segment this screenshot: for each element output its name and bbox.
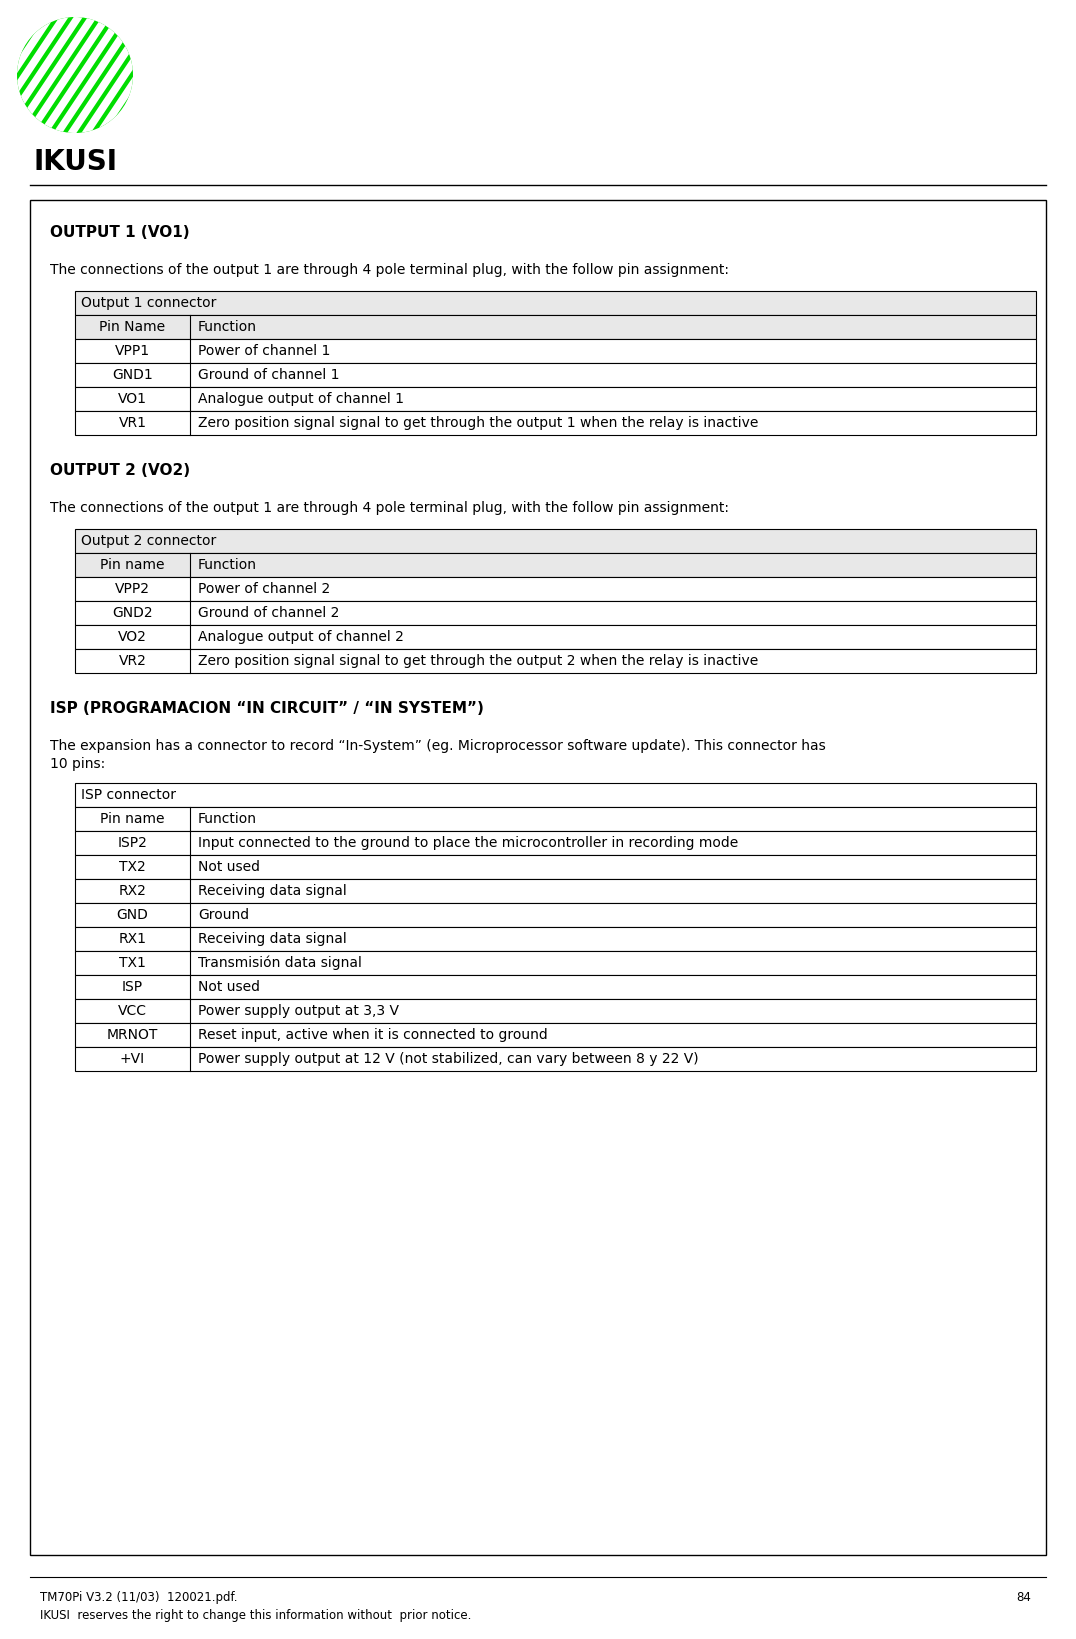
Text: GND1: GND1 [112, 369, 153, 382]
Text: IKUSI: IKUSI [33, 148, 117, 175]
Text: +VI: +VI [119, 1052, 145, 1065]
Text: Analogue output of channel 1: Analogue output of channel 1 [198, 392, 404, 406]
Text: Power of channel 1: Power of channel 1 [198, 344, 330, 357]
Text: VR1: VR1 [118, 416, 146, 429]
Text: Transmisión data signal: Transmisión data signal [198, 956, 362, 970]
Text: Ground of channel 2: Ground of channel 2 [198, 606, 339, 620]
Text: VCC: VCC [118, 1005, 147, 1018]
Text: Function: Function [198, 811, 257, 826]
Bar [75, 975, 1036, 1000]
Text: Ground: Ground [198, 908, 250, 923]
Bar [75, 339, 1036, 362]
Text: 84: 84 [1016, 1591, 1031, 1605]
Text: Power of channel 2: Power of channel 2 [198, 582, 330, 597]
Text: ISP connector: ISP connector [81, 788, 176, 801]
Text: MRNOT: MRNOT [107, 1028, 158, 1042]
Text: Zero position signal signal to get through the output 1 when the relay is inacti: Zero position signal signal to get throu… [198, 416, 759, 429]
Text: GND: GND [116, 908, 148, 923]
Text: The connections of the output 1 are through 4 pole terminal plug, with the follo: The connections of the output 1 are thro… [49, 262, 730, 277]
Text: OUTPUT 2 (VO2): OUTPUT 2 (VO2) [49, 462, 190, 479]
Text: The expansion has a connector to record “In-System” (eg. Microprocessor software: The expansion has a connector to record … [49, 739, 825, 752]
Bar [75, 1047, 1036, 1070]
Text: VPP2: VPP2 [115, 582, 150, 597]
Text: GND2: GND2 [112, 606, 153, 620]
Bar [75, 831, 1036, 856]
Bar [75, 928, 1036, 951]
Text: ISP (PROGRAMACION “IN CIRCUIT” / “IN SYSTEM”): ISP (PROGRAMACION “IN CIRCUIT” / “IN SYS… [49, 701, 484, 716]
Text: Function: Function [198, 320, 257, 334]
Text: IKUSI  reserves the right to change this information without  prior notice.: IKUSI reserves the right to change this … [40, 1609, 471, 1623]
Text: Receiving data signal: Receiving data signal [198, 933, 346, 946]
Text: VO1: VO1 [118, 392, 147, 406]
Bar [75, 783, 1036, 806]
Text: Ground of channel 1: Ground of channel 1 [198, 369, 340, 382]
Bar [75, 951, 1036, 975]
Text: 10 pins:: 10 pins: [49, 757, 105, 770]
Text: RX1: RX1 [118, 933, 146, 946]
Text: Receiving data signal: Receiving data signal [198, 883, 346, 898]
Text: VO2: VO2 [118, 629, 147, 644]
Bar [75, 411, 1036, 434]
Text: VPP1: VPP1 [115, 344, 150, 357]
Bar [75, 649, 1036, 674]
Bar [75, 362, 1036, 387]
Bar [75, 602, 1036, 624]
Bar [75, 856, 1036, 879]
Text: Pin Name: Pin Name [99, 320, 166, 334]
Text: OUTPUT 1 (VO1): OUTPUT 1 (VO1) [49, 225, 189, 239]
Text: Pin name: Pin name [100, 811, 165, 826]
Text: Power supply output at 3,3 V: Power supply output at 3,3 V [198, 1005, 399, 1018]
Text: ISP2: ISP2 [117, 836, 147, 851]
Text: Pin name: Pin name [100, 557, 165, 572]
Text: Function: Function [198, 557, 257, 572]
Text: The connections of the output 1 are through 4 pole terminal plug, with the follo: The connections of the output 1 are thro… [49, 502, 730, 515]
Text: Input connected to the ground to place the microcontroller in recording mode: Input connected to the ground to place t… [198, 836, 738, 851]
Text: Output 2 connector: Output 2 connector [81, 534, 216, 547]
Text: TX2: TX2 [119, 860, 146, 874]
Text: Analogue output of channel 2: Analogue output of channel 2 [198, 629, 404, 644]
Text: Reset input, active when it is connected to ground: Reset input, active when it is connected… [198, 1028, 548, 1042]
Ellipse shape [17, 16, 133, 133]
Text: RX2: RX2 [118, 883, 146, 898]
Text: ISP: ISP [122, 980, 143, 993]
Bar [75, 315, 1036, 339]
Bar [75, 387, 1036, 411]
Text: VR2: VR2 [118, 654, 146, 669]
Bar [30, 200, 1046, 1555]
Bar [75, 292, 1036, 315]
Text: Output 1 connector: Output 1 connector [81, 297, 216, 310]
Text: Not used: Not used [198, 860, 260, 874]
Text: TX1: TX1 [119, 956, 146, 970]
Bar [75, 552, 1036, 577]
Bar [75, 806, 1036, 831]
Bar [75, 1000, 1036, 1023]
Text: TM70Pi V3.2 (11/03)  120021.pdf.: TM70Pi V3.2 (11/03) 120021.pdf. [40, 1591, 238, 1605]
Bar [75, 529, 1036, 552]
Bar [75, 577, 1036, 602]
Bar [75, 903, 1036, 928]
Bar [75, 1023, 1036, 1047]
Text: Zero position signal signal to get through the output 2 when the relay is inacti: Zero position signal signal to get throu… [198, 654, 759, 669]
Bar [75, 624, 1036, 649]
Bar [75, 879, 1036, 903]
Text: Power supply output at 12 V (not stabilized, can vary between 8 y 22 V): Power supply output at 12 V (not stabili… [198, 1052, 698, 1065]
Text: Not used: Not used [198, 980, 260, 993]
